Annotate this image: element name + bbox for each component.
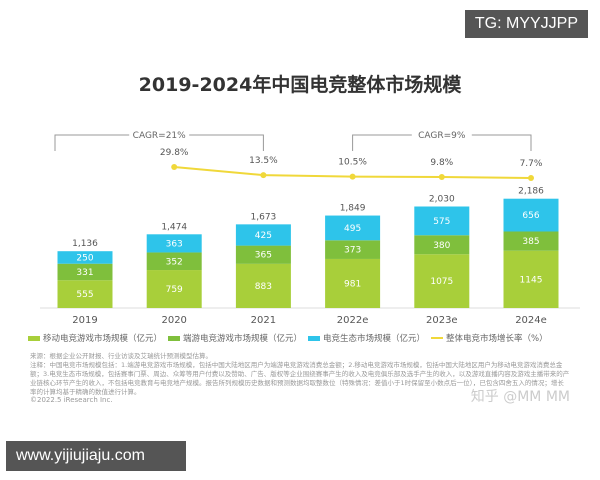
bar-label: 495 — [344, 224, 361, 234]
cagr-label: CAGR=9% — [418, 131, 466, 141]
x-tick-label: 2024e — [515, 315, 547, 326]
growth-point — [528, 175, 534, 181]
total-label: 2,030 — [429, 195, 455, 205]
bar-label: 250 — [76, 253, 93, 263]
bar-label: 1075 — [430, 277, 453, 287]
bar-label: 385 — [522, 237, 539, 247]
bar-label: 981 — [344, 279, 361, 289]
growth-point — [438, 173, 445, 180]
growth-label: 9.8% — [430, 158, 453, 168]
growth-point — [260, 172, 267, 179]
growth-label: 29.8% — [160, 148, 189, 158]
bar-0-2019 — [57, 280, 113, 308]
legend-label: 移动电竞游戏市场规模（亿元） — [43, 334, 163, 344]
legend-swatch — [431, 337, 444, 339]
bar-label: 1145 — [520, 275, 543, 285]
chart-title: 2019-2024年中国电竞整体市场规模 — [138, 74, 462, 96]
bar-2-2024e — [503, 198, 559, 232]
total-label: 1,474 — [161, 222, 187, 232]
x-tick-label: 2023e — [426, 315, 458, 326]
bar-2-2020 — [146, 234, 202, 253]
bar-label: 331 — [76, 268, 93, 278]
bar-label: 425 — [255, 231, 272, 241]
watermark-bottom: www.yijiujiaju.com — [6, 441, 186, 471]
watermark-zhihu: 知乎 @MM MM — [470, 389, 570, 405]
bar-label: 575 — [433, 217, 450, 227]
legend: 移动电竞游戏市场规模（亿元） 端游电竞游戏市场规模（亿元） 电竞生态市场规模（亿元）… — [28, 332, 573, 344]
bar-label: 365 — [255, 251, 272, 261]
cagr-bg — [129, 129, 190, 141]
x-tick-label: 2019 — [72, 315, 97, 326]
bar-label: 883 — [255, 282, 272, 292]
cagr-label: CAGR=21% — [133, 131, 187, 141]
bar-label: 363 — [166, 239, 183, 249]
x-tick-label: 2020 — [161, 315, 186, 326]
total-label: 2,186 — [518, 187, 544, 197]
footnote: 注释：中国电竞市场规模包括：1.端游电竞游戏市场规模，包括中国大陆地区用户为端游… — [30, 361, 570, 396]
legend-swatch — [308, 335, 321, 341]
legend-item: 电竞生态市场规模（亿元） — [308, 332, 425, 344]
chart-plot: 555 331 250 1,136 2019 759 352 363 1,474 2020 883 3… — [40, 129, 580, 326]
notes: 来源：根据企业公开财报、行业访谈及艾瑞统计预测模型估算。 注释：中国电竞市场规模… — [30, 352, 570, 397]
growth-point — [171, 163, 178, 170]
x-tick-label: 2022e — [337, 315, 369, 326]
legend-label: 整体电竞市场增长率（%） — [446, 334, 548, 344]
bar-label: 373 — [344, 246, 361, 256]
total-label: 1,849 — [340, 204, 366, 214]
bar-0-2020 — [146, 270, 202, 308]
legend-item: 移动电竞游戏市场规模（亿元） — [28, 332, 162, 344]
total-label: 1,136 — [72, 239, 98, 249]
x-tick-label: 2021 — [251, 315, 276, 326]
legend-label: 电竞生态市场规模（亿元） — [323, 334, 426, 344]
growth-label: 13.5% — [249, 156, 278, 166]
bar-1-2023e — [414, 235, 470, 255]
bar-1-2020 — [146, 252, 202, 271]
bar-0-2023e — [414, 254, 470, 308]
bar-label: 352 — [166, 257, 183, 267]
bar-1-2019 — [57, 263, 113, 281]
bar-2-2019 — [57, 251, 113, 264]
bar-1-2021 — [235, 245, 291, 264]
bar-1-2024e — [503, 231, 559, 251]
growth-label: 7.7% — [520, 159, 543, 169]
bar-1-2022e — [325, 240, 381, 259]
cagr-bg — [411, 129, 472, 141]
bar-0-2022e — [325, 258, 381, 308]
legend-item: 整体电竞市场增长率（%） — [431, 332, 548, 344]
bar-2-2021 — [235, 224, 291, 246]
copyright: ©2022.5 iResearch Inc. — [30, 396, 113, 404]
legend-label: 端游电竞游戏市场规模（亿元） — [183, 334, 303, 344]
bar-2-2023e — [414, 206, 470, 236]
bar-label: 380 — [433, 241, 450, 251]
bar-0-2024e — [503, 250, 559, 308]
source-note: 来源：根据企业公开财报、行业访谈及艾瑞统计预测模型估算。 — [30, 352, 212, 360]
watermark-top: TG: MYYJJPP — [464, 10, 588, 38]
legend-swatch — [168, 335, 181, 341]
bar-0-2021 — [235, 263, 291, 308]
bar-2-2022e — [325, 215, 381, 241]
total-label: 1,673 — [251, 212, 277, 222]
bar-label: 656 — [522, 211, 539, 221]
growth-point — [349, 173, 356, 180]
growth-label: 10.5% — [338, 158, 367, 168]
bar-label: 555 — [76, 290, 93, 300]
legend-item: 端游电竞游戏市场规模（亿元） — [168, 332, 302, 344]
bar-label: 759 — [166, 285, 183, 295]
legend-swatch — [28, 335, 40, 341]
